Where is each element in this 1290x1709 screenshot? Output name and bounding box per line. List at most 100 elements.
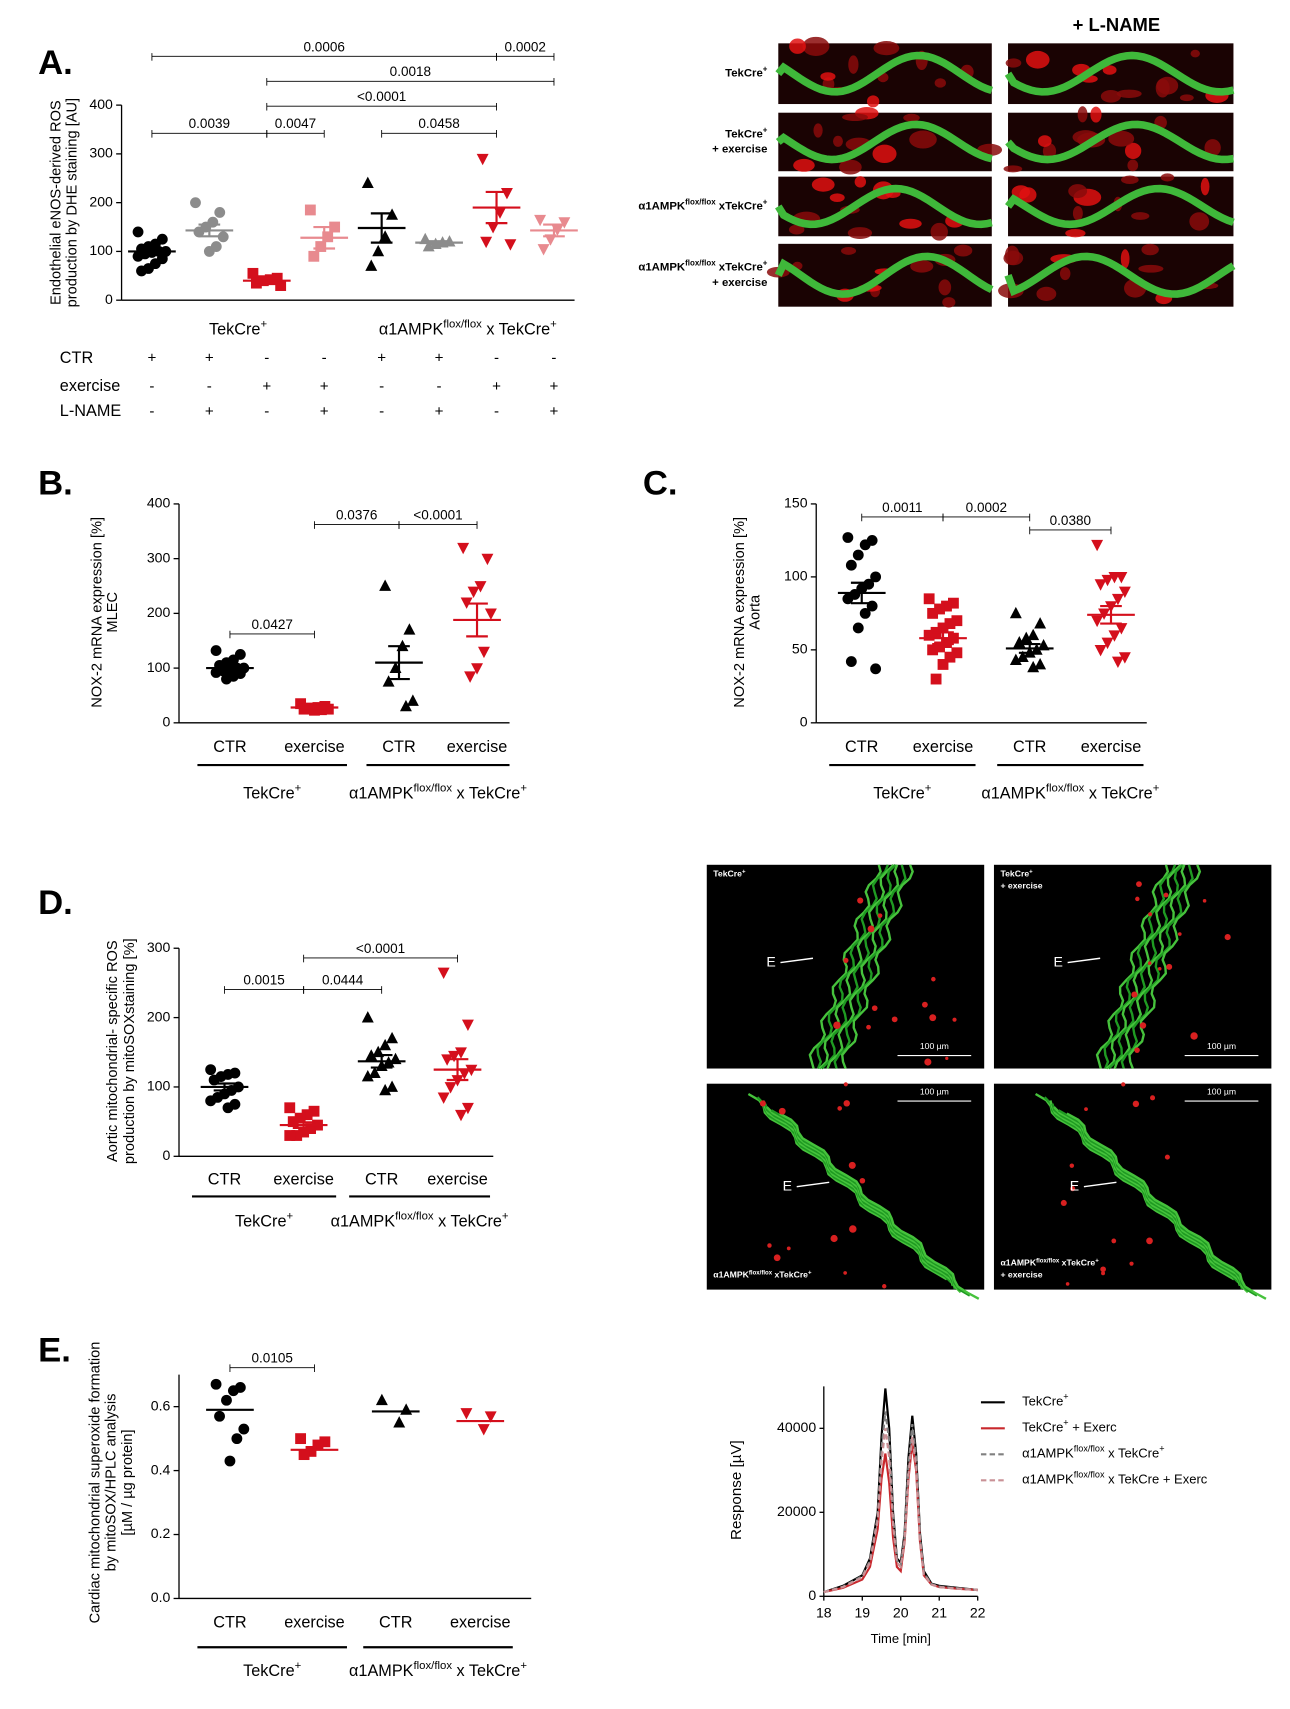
group-label: TekCre+: [243, 1660, 301, 1680]
stain: [871, 1005, 878, 1012]
data-point: [203, 246, 215, 257]
y-axis-label: NOX-2 mRNA expression [%]: [90, 517, 106, 708]
annotation-arrow: [780, 957, 814, 964]
y-axis-label: Aortic mitochondrial- specific ROS: [105, 940, 121, 1162]
data-point: [934, 603, 945, 615]
elastic-lamina: [1057, 1109, 1258, 1297]
data-point: [471, 663, 483, 675]
data-point: [132, 226, 144, 238]
micrograph: [706, 1083, 985, 1290]
stain: [1003, 165, 1023, 173]
text-segment: xTekCre: [772, 1270, 808, 1280]
text-segment: TekCre: [1000, 869, 1029, 879]
p-value: 0.0015: [243, 972, 284, 987]
stain: [1042, 143, 1057, 160]
data-point: [308, 1105, 320, 1117]
condition-value: -: [494, 403, 499, 420]
stain: [1164, 1154, 1170, 1160]
x-tick-label: CTR: [845, 738, 878, 756]
data-point: [210, 645, 222, 657]
stain: [848, 55, 859, 74]
superscript: +: [502, 1210, 509, 1222]
condition-value: -: [379, 403, 384, 420]
elastic-lamina: [770, 1109, 971, 1297]
text-segment: + exercise: [1000, 881, 1042, 891]
data-point: [1118, 586, 1131, 598]
elastic-lamina: [816, 864, 889, 1069]
data-point: [1118, 652, 1131, 664]
elastic-lamina: [1120, 864, 1194, 1069]
superscript: flox/flox: [414, 782, 453, 794]
stain: [1060, 1199, 1067, 1206]
y-axis-label: NOX-2 mRNA expression [%]: [732, 517, 748, 708]
stain: [1160, 173, 1175, 182]
stain: [843, 1082, 848, 1087]
data-point: [284, 1102, 296, 1114]
superscript: flox/flox: [1046, 782, 1085, 794]
stain: [1077, 106, 1088, 123]
data-point: [1027, 628, 1040, 641]
data-point: [210, 667, 222, 678]
stain: [841, 247, 857, 255]
stain: [866, 1024, 871, 1030]
data-point: [455, 1047, 467, 1059]
text-segment: α1AMPK: [638, 262, 686, 274]
data-point: [291, 1130, 303, 1141]
stain: [1069, 1163, 1075, 1168]
data-point: [304, 204, 316, 216]
superscript: +: [763, 125, 768, 134]
stain: [867, 925, 875, 933]
vessel-wall: [775, 184, 993, 229]
y-axis-label: production by mitoSOXstaining [%]: [122, 938, 138, 1164]
y-axis-label: production by DHE staining [AU]: [65, 98, 81, 308]
stain: [843, 1271, 847, 1275]
group-label: α1AMPKflox/flox x TekCre+: [349, 782, 527, 802]
y-tick-label: 0.6: [151, 1397, 171, 1413]
y-tick-label: 0: [105, 291, 113, 307]
data-point: [478, 646, 490, 659]
stain: [789, 224, 805, 235]
stain: [1065, 1282, 1070, 1286]
data-point: [474, 581, 487, 593]
row-label: + exercise: [712, 277, 767, 289]
data-point: [458, 1068, 471, 1080]
data-point: [295, 1433, 307, 1445]
data-point: [467, 586, 480, 598]
stain: [1189, 212, 1210, 231]
data-point: [1111, 593, 1124, 606]
stain: [1138, 264, 1164, 273]
p-value: 0.0458: [418, 116, 459, 131]
stain: [848, 1161, 856, 1169]
data-point: [927, 644, 939, 656]
text-segment: α1AMPK: [1022, 1472, 1074, 1487]
superscript: flox/flox: [1036, 1258, 1060, 1264]
condition-value: +: [147, 350, 156, 367]
stain: [1136, 881, 1142, 888]
data-point: [455, 1109, 467, 1122]
elastic-lamina: [1095, 864, 1170, 1069]
x-tick-label: CTR: [365, 1170, 398, 1188]
stain: [931, 976, 936, 982]
data-point: [444, 1082, 457, 1094]
column-header: + L-NAME: [1073, 14, 1160, 35]
data-point: [309, 704, 320, 716]
data-point: [214, 1410, 225, 1422]
data-point: [457, 542, 470, 555]
condition-name: L-NAME: [60, 402, 122, 420]
data-point: [927, 607, 939, 619]
x-tick-label: 22: [970, 1604, 986, 1620]
data-point: [1111, 656, 1124, 669]
stain: [854, 176, 867, 188]
x-tick-label: 20: [893, 1604, 909, 1620]
x-tick-label: 19: [854, 1604, 870, 1620]
p-value: <0.0001: [413, 507, 462, 522]
text-segment: TekCre: [209, 321, 260, 339]
x-tick-label: exercise: [427, 1170, 488, 1188]
superscript: +: [1159, 1444, 1164, 1454]
micrograph: [993, 1083, 1272, 1290]
data-point: [136, 265, 147, 277]
stain: [903, 113, 920, 122]
elastic-lamina: [833, 864, 907, 1069]
stain: [1204, 139, 1221, 157]
